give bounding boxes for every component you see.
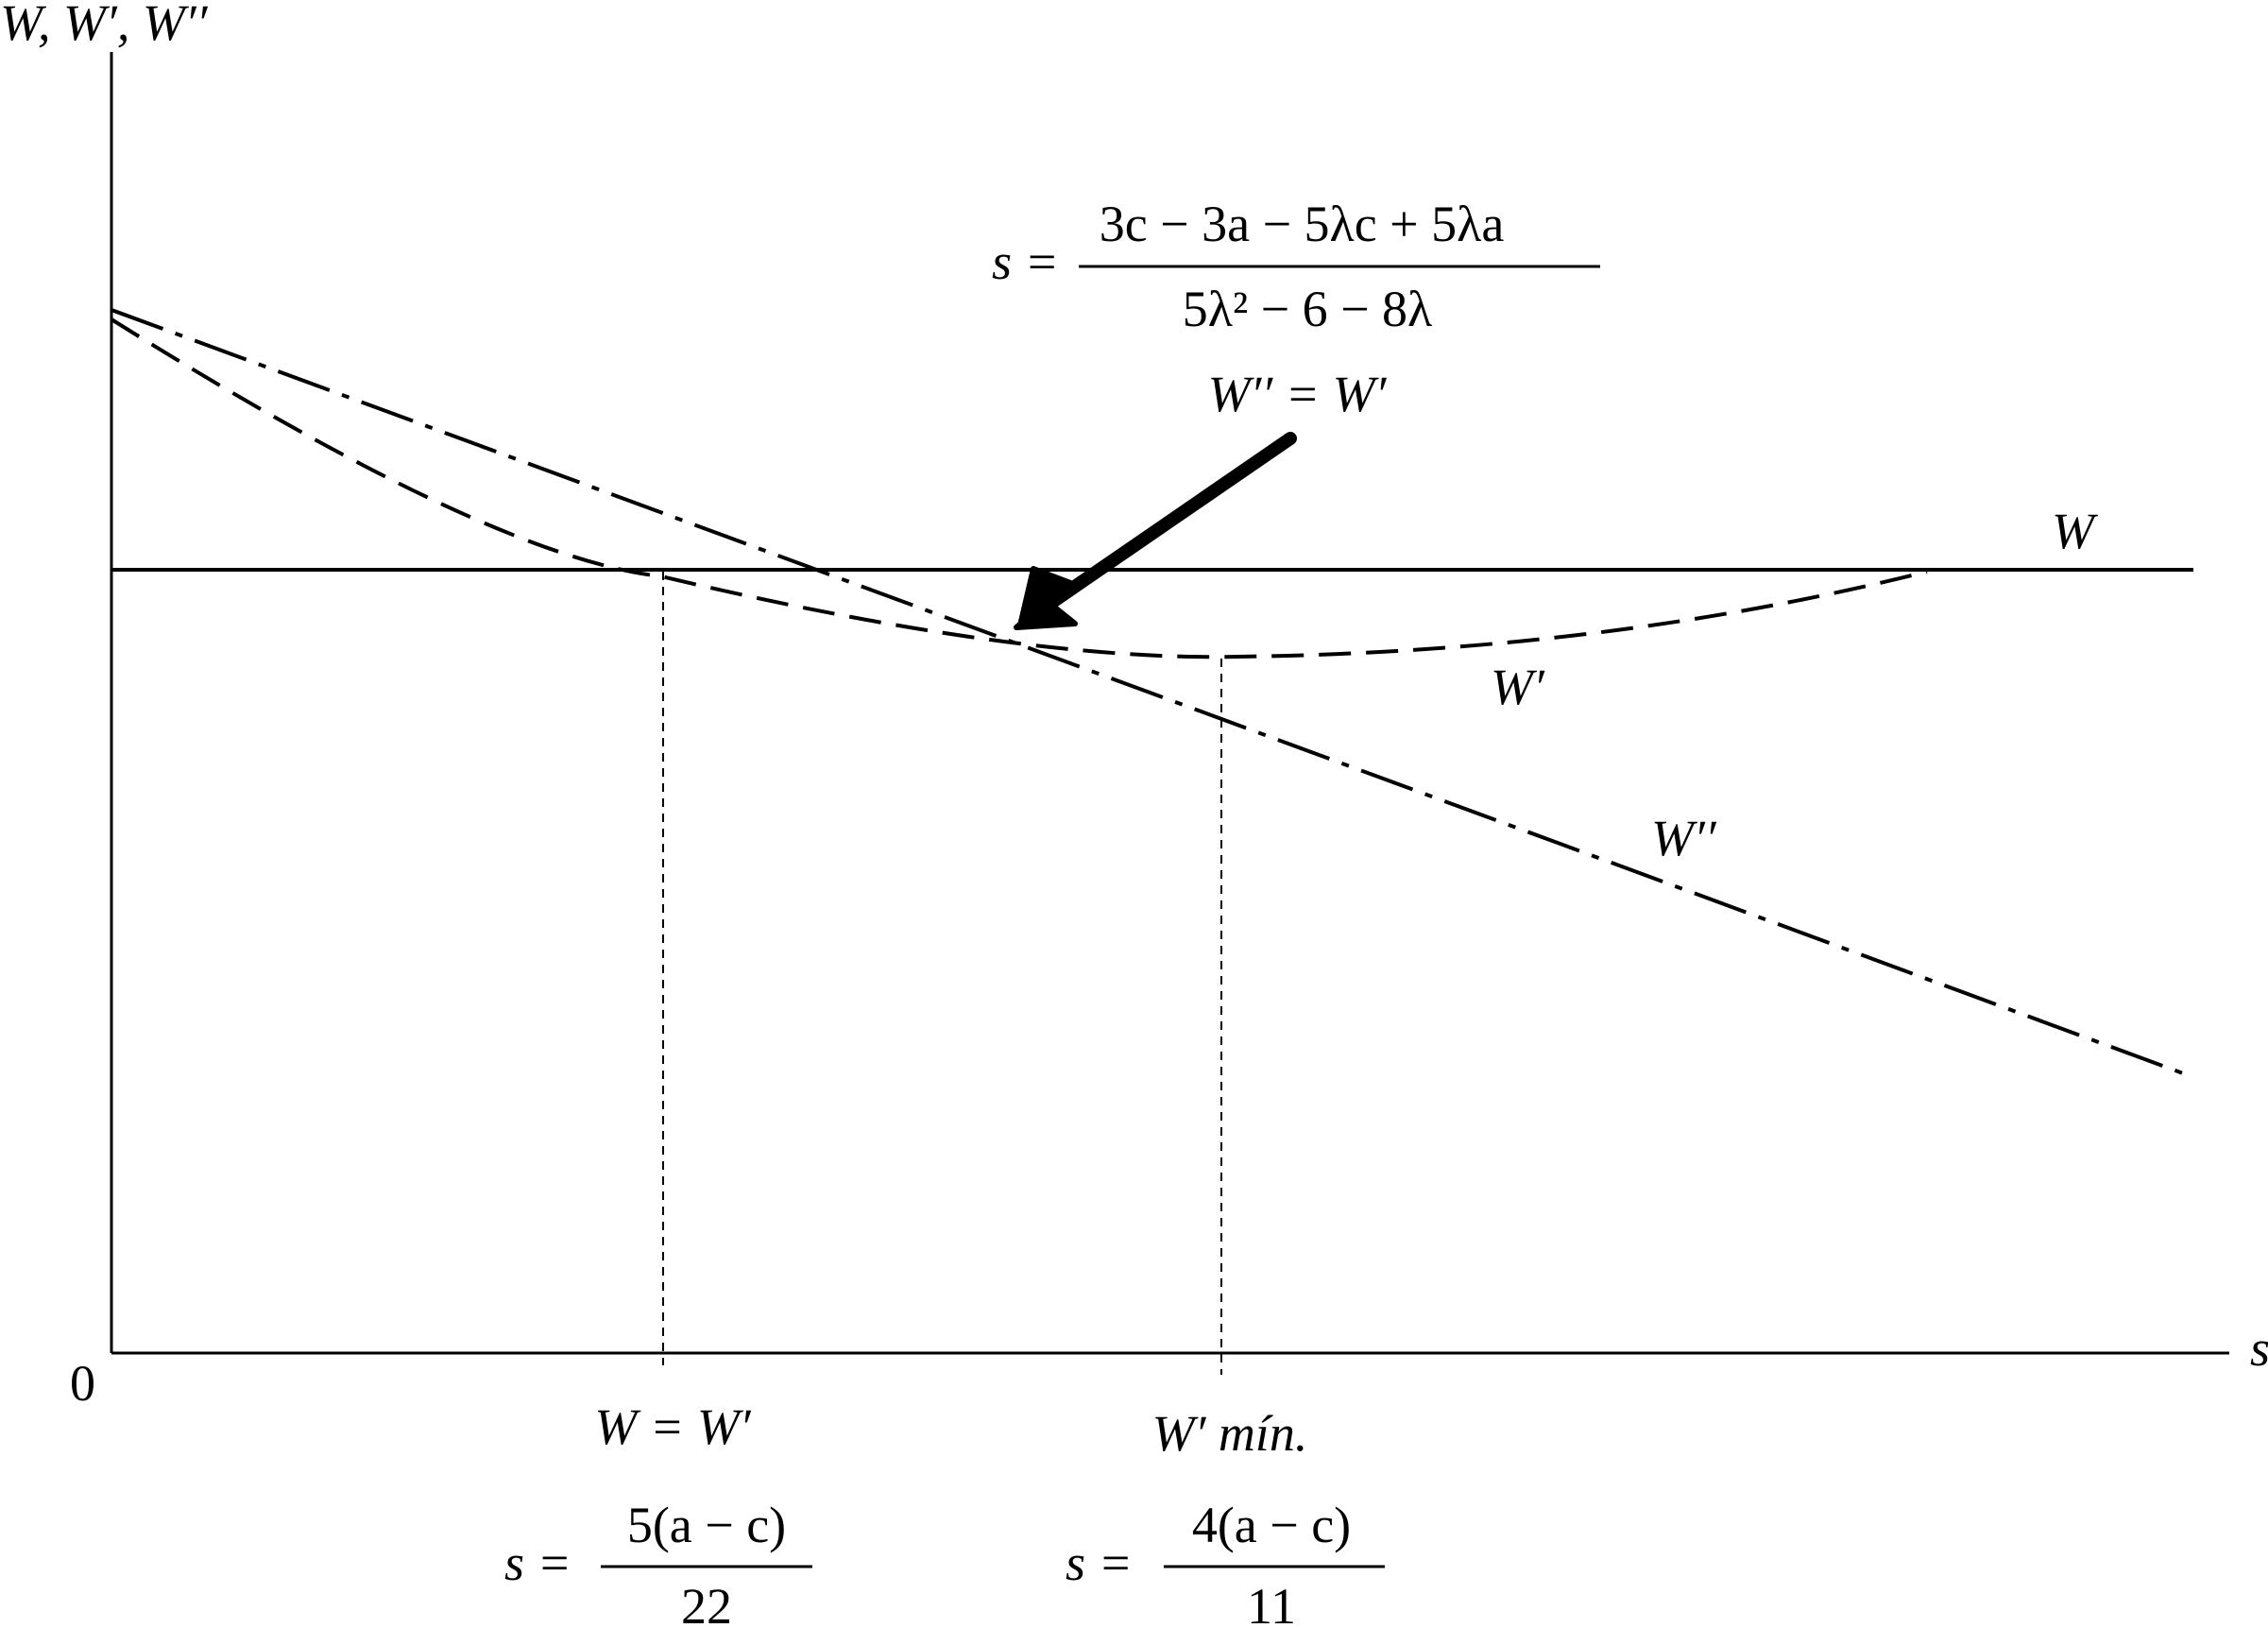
marker-2-label: W′ mín.	[1152, 1405, 1308, 1462]
marker-2-numerator: 4(a − c)	[1192, 1497, 1351, 1553]
w-curve-label: W	[2052, 503, 2099, 559]
annotation-caption: W′′ = W′	[1208, 366, 1388, 422]
marker-1-formula-lhs: s =	[504, 1534, 571, 1591]
x-axis-label: s	[2250, 1320, 2268, 1377]
annotation-formula-numerator: 3c − 3a − 5λc + 5λa	[1100, 196, 1505, 252]
annotation-formula-lhs: s =	[992, 233, 1059, 290]
annotation-arrow-head	[1014, 566, 1078, 630]
marker-1-numerator: 5(a − c)	[627, 1497, 786, 1553]
y-axis-label: W, W′, W′′	[0, 0, 209, 51]
w-double-prime-curve	[111, 308, 2194, 1079]
annotation-arrow-shaft	[1042, 432, 1297, 611]
marker-1-label: W = W′	[594, 1398, 751, 1455]
marker-2-formula-lhs: s =	[1066, 1534, 1133, 1591]
marker-1-denominator: 22	[681, 1578, 732, 1628]
annotation-formula-denominator: 5λ² − 6 − 8λ	[1183, 281, 1432, 337]
w-double-prime-curve-label: W′′	[1651, 810, 1717, 866]
origin-label: 0	[70, 1355, 95, 1412]
w-prime-curve	[110, 317, 1928, 660]
marker-2-denominator: 11	[1247, 1578, 1296, 1628]
w-prime-curve-label: W′	[1491, 659, 1545, 715]
